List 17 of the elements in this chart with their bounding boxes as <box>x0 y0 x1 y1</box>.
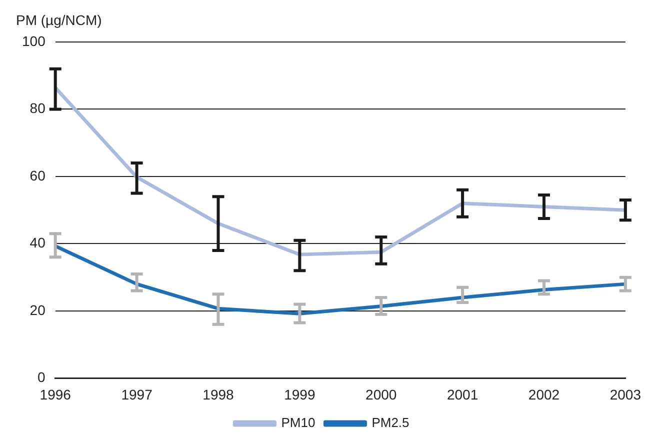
x-tick-label: 1996 <box>40 386 72 402</box>
y-tick-label: 60 <box>30 167 46 184</box>
x-tick-label: 1997 <box>121 386 153 402</box>
y-tick-label: 40 <box>30 234 46 251</box>
y-tick-label: 20 <box>30 302 46 318</box>
x-tick-label: 2000 <box>366 386 397 402</box>
y-tick-label: 80 <box>30 100 46 116</box>
x-tick-label: 1998 <box>202 386 234 402</box>
x-tick-label: 2003 <box>610 386 642 402</box>
legend-label: PM10 <box>281 415 316 430</box>
y-tick-label: 100 <box>22 32 46 49</box>
y-axis-title: PM (µg/NCM) <box>16 12 102 28</box>
legend-label: PM2.5 <box>372 415 410 430</box>
x-tick-label: 2002 <box>528 386 560 402</box>
x-tick-label: 1999 <box>284 386 316 402</box>
x-tick-label: 2001 <box>446 386 478 402</box>
y-tick-label: 0 <box>38 369 46 386</box>
